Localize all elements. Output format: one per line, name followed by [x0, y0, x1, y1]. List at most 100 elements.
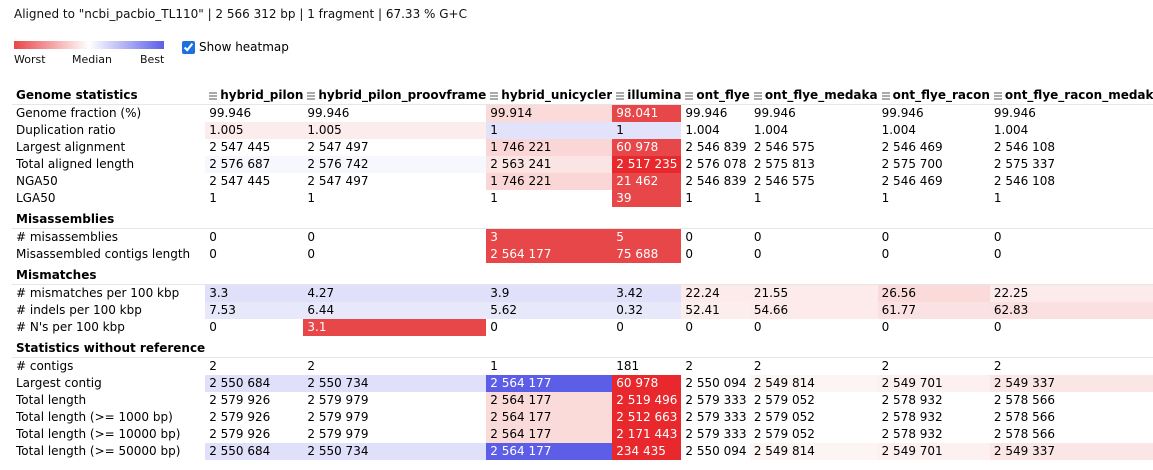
- metric-value: 5.62: [486, 302, 613, 319]
- column-header-label: ont_flye: [696, 88, 750, 102]
- metric-value: 2 564 177: [486, 392, 613, 409]
- show-heatmap-toggle[interactable]: Show heatmap: [182, 40, 289, 54]
- drag-handle-icon[interactable]: [753, 91, 762, 100]
- column-header-content: ont_flye_racon: [881, 87, 990, 104]
- metric-value: 2 564 177: [486, 409, 613, 426]
- metric-value: 0: [989, 228, 1153, 246]
- drag-handle-icon[interactable]: [490, 91, 499, 100]
- metric-value: 3.1: [303, 319, 487, 336]
- column-header-ont_flye_racon_medaka[interactable]: ont_flye_racon_medaka: [990, 83, 1153, 105]
- column-header-content: hybrid_pilon: [209, 87, 303, 104]
- metric-label: Duplication ratio: [16, 123, 116, 137]
- metric-value: 2 517 235: [612, 156, 682, 173]
- table-row: Total length 2 579 926 2 579 979 2 564 177 2…: [12, 392, 1153, 409]
- metric-value: 1: [612, 122, 682, 139]
- metric-value: 2 546 839: [685, 140, 747, 154]
- metric-value: 1: [993, 191, 1002, 205]
- metric-value: 181: [612, 357, 682, 375]
- metric-value: 2 579 926: [209, 410, 271, 424]
- metric-value: 1.005: [303, 122, 487, 139]
- metric-value: 3: [486, 228, 613, 246]
- metric-value: 1: [881, 191, 890, 205]
- section-header-row: Misassemblies: [12, 207, 1153, 229]
- drag-handle-icon[interactable]: [993, 91, 1002, 100]
- metric-value: 0: [753, 320, 762, 334]
- column-header-label: illumina: [627, 88, 682, 102]
- show-heatmap-checkbox[interactable]: [182, 40, 195, 54]
- metric-value: 4.27: [303, 284, 487, 302]
- metric-value: 2: [681, 357, 750, 375]
- column-header-ont_flye_medaka[interactable]: ont_flye_medaka: [750, 83, 878, 105]
- section-empty-cell: [303, 207, 486, 229]
- metric-value: 0: [749, 228, 878, 246]
- table-row: # mismatches per 100 kbp 3.3 4.27 3.9 3.42 22…: [12, 284, 1153, 302]
- metric-value: 1.004: [753, 123, 789, 137]
- metric-value: 2 546 839: [685, 174, 747, 188]
- table-row: # N's per 100 kbp 0 3.1 0 0 0 0 0 0: [12, 319, 1153, 336]
- metric-value: 99.946: [989, 104, 1153, 122]
- column-header-content: hybrid_pilon_proovframe: [307, 87, 486, 104]
- metric-value: 1 746 221: [486, 173, 613, 190]
- column-header-illumina[interactable]: illumina: [612, 83, 681, 105]
- legend-worst-label: Worst: [14, 53, 46, 66]
- column-header-label: hybrid_pilon_proovframe: [318, 88, 487, 102]
- metric-value: 2 546 469: [881, 174, 943, 188]
- metric-value: 5: [612, 228, 682, 246]
- metric-value: 1: [486, 357, 613, 375]
- table-row: Total length (>= 10000 bp) 2 579 926 2 579…: [12, 426, 1153, 443]
- section-empty-cell: [486, 336, 612, 358]
- heatmap-gradient: [14, 41, 164, 49]
- metric-value: 0: [209, 320, 217, 334]
- section-empty-cell: [486, 263, 612, 285]
- metric-value: 21.55: [749, 284, 878, 302]
- drag-handle-icon[interactable]: [209, 91, 218, 100]
- column-header-ont_flye_racon[interactable]: ont_flye_racon: [878, 83, 990, 105]
- metric-value: 75 688: [612, 246, 682, 263]
- table-row: Largest alignment 2 547 445 2 547 497 1 746…: [12, 139, 1153, 156]
- table-row: Total length (>= 1000 bp) 2 579 926 2 579 …: [12, 409, 1153, 426]
- metric-value: 2 564 177: [486, 246, 613, 263]
- drag-handle-icon[interactable]: [685, 91, 694, 100]
- metric-value: 2: [749, 357, 878, 375]
- metric-value: 2 579 052: [753, 427, 815, 441]
- column-header-hybrid_pilon[interactable]: hybrid_pilon: [205, 83, 303, 105]
- metric-value: 2 171 443: [612, 426, 682, 443]
- metric-value: 1: [490, 191, 498, 205]
- section-empty-cell: [303, 336, 486, 358]
- metric-value: 1.005: [205, 122, 304, 139]
- metric-value: 2 578 566: [993, 410, 1055, 424]
- metric-value: 0.32: [612, 302, 682, 319]
- metric-value: 1.004: [685, 123, 720, 137]
- table-row: # misassemblies 0 0 3 5 0 0 0 0: [12, 228, 1153, 246]
- column-header-hybrid_pilon_proovframe[interactable]: hybrid_pilon_proovframe: [303, 83, 486, 105]
- metric-label: Total length (>= 1000 bp): [16, 410, 173, 424]
- metric-value: 2 578 566: [993, 427, 1055, 441]
- column-header-ont_flye[interactable]: ont_flye: [681, 83, 750, 105]
- metric-value: 62.83: [989, 302, 1153, 319]
- column-header-label: hybrid_unicycler: [501, 88, 613, 102]
- column-header-label: hybrid_pilon: [220, 88, 304, 102]
- metric-value: 1: [209, 191, 217, 205]
- table-row: NGA50 2 547 445 2 547 497 1 746 221 21 462 2 …: [12, 173, 1153, 190]
- metric-value: 0: [877, 228, 990, 246]
- section-empty-cell: [303, 263, 486, 285]
- metric-value: 99.946: [681, 104, 750, 122]
- metric-value: 0: [753, 247, 762, 261]
- metric-value: 2 547 497: [307, 174, 369, 188]
- table-row: Total aligned length 2 576 687 2 576 742 2 …: [12, 156, 1153, 173]
- legend-best-label: Best: [140, 53, 165, 66]
- section-header-row: Genome statistics hybrid_pilon hybrid_pilo…: [12, 83, 1153, 105]
- statistics-table: Genome statistics hybrid_pilon hybrid_pilo…: [12, 83, 1153, 460]
- metric-label: NGA50: [16, 174, 58, 188]
- metric-value: 2 519 496: [612, 392, 682, 409]
- column-header-hybrid_unicycler[interactable]: hybrid_unicycler: [486, 83, 612, 105]
- drag-handle-icon[interactable]: [881, 91, 890, 100]
- drag-handle-icon[interactable]: [616, 91, 625, 100]
- metric-value: 2: [205, 357, 304, 375]
- metric-value: 2 549 337: [989, 375, 1153, 392]
- drag-handle-icon[interactable]: [307, 91, 316, 100]
- metric-value: 0: [881, 247, 890, 261]
- metric-value: 2 579 926: [209, 427, 271, 441]
- metric-value: 2 546 108: [993, 174, 1055, 188]
